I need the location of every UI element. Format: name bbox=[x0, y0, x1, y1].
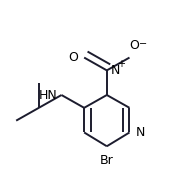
Text: N: N bbox=[111, 64, 120, 77]
Text: Br: Br bbox=[100, 154, 114, 167]
Text: O: O bbox=[130, 39, 139, 52]
Text: N: N bbox=[135, 126, 145, 139]
Text: +: + bbox=[117, 60, 125, 70]
Text: O: O bbox=[68, 51, 78, 64]
Text: −: − bbox=[139, 39, 147, 49]
Text: HN: HN bbox=[39, 89, 58, 102]
